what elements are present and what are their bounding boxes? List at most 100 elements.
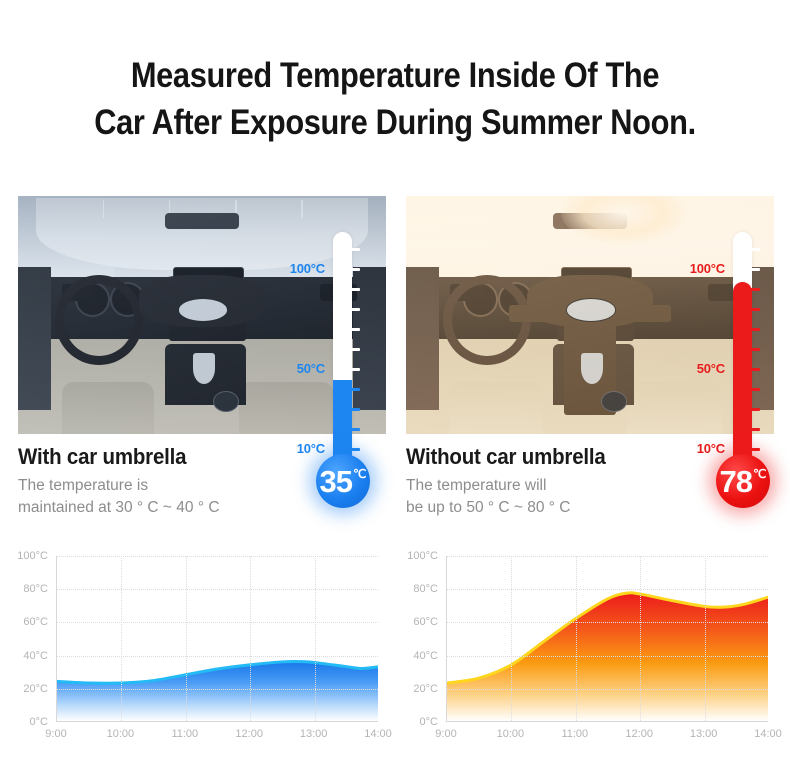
thermometer-tick bbox=[746, 268, 760, 271]
caption-body-line-1: The temperature will bbox=[406, 477, 547, 494]
rearview-mirror bbox=[165, 212, 239, 230]
page-title: Measured Temperature Inside Of The Car A… bbox=[0, 52, 790, 146]
chart-gridline-vertical bbox=[704, 556, 706, 721]
thermometer-tick-label: 50°C bbox=[696, 361, 725, 376]
chart-gridline-vertical bbox=[575, 556, 577, 721]
thermometer-tick bbox=[346, 288, 360, 291]
chart-gridline-horizontal bbox=[447, 655, 768, 657]
seat-left bbox=[450, 381, 543, 434]
chart-gridline-horizontal bbox=[57, 589, 378, 591]
sunshade-fold bbox=[102, 199, 105, 219]
idrive-knob bbox=[601, 391, 627, 413]
caption-body-line-2: maintained at 30 ° C ~ 40 ° C bbox=[18, 499, 220, 516]
thermometer-tick bbox=[346, 248, 360, 251]
thermometer-without-umbrella: 100°C 50°C 10°C 78 ℃ bbox=[690, 232, 785, 527]
thermometer-tick bbox=[746, 328, 760, 331]
chart-gridline-horizontal bbox=[57, 688, 378, 690]
thermometer-value: 78 bbox=[719, 463, 753, 499]
page-title-line-2: Car After Exposure During Summer Noon. bbox=[94, 103, 696, 142]
chart-y-tick-label: 40°C bbox=[23, 649, 48, 662]
sunshade-fold bbox=[168, 199, 171, 219]
chart-gridline-horizontal bbox=[57, 556, 378, 557]
chart-gridline-horizontal bbox=[57, 622, 378, 624]
seat-right bbox=[626, 381, 723, 434]
thermometer-tick-label: 100°C bbox=[689, 261, 725, 276]
thermometer-fill bbox=[333, 380, 352, 460]
caption-body: The temperature is maintained at 30 ° C … bbox=[18, 475, 268, 519]
thermometer-tick bbox=[746, 428, 760, 431]
caption-without-umbrella: Without car umbrella The temperature wil… bbox=[406, 444, 774, 519]
caption-heading: With car umbrella bbox=[18, 444, 187, 469]
thermometer-fill bbox=[733, 282, 752, 460]
chart-y-tick-label: 100°C bbox=[17, 550, 48, 562]
chart-area-series bbox=[57, 660, 378, 721]
chart-gridline-vertical bbox=[185, 556, 187, 721]
chart-y-tick-label: 20°C bbox=[413, 682, 438, 695]
chart-gridline-horizontal bbox=[447, 622, 768, 624]
chart-y-axis: 100°C 80°C 60°C 40°C 20°C 0°C bbox=[8, 550, 52, 728]
door-panel-left bbox=[18, 267, 52, 411]
chart-y-tick-label: 80°C bbox=[23, 583, 48, 596]
chart-gridline-vertical bbox=[640, 556, 642, 721]
chart-y-tick-label: 40°C bbox=[413, 649, 438, 662]
thermometer-tick bbox=[746, 408, 760, 411]
thermometer-tick bbox=[346, 328, 360, 331]
chart-y-tick-label: 0°C bbox=[29, 716, 48, 728]
caption-body: The temperature will be up to 50 ° C ~ 8… bbox=[406, 475, 656, 519]
idrive-knob bbox=[213, 391, 239, 413]
steering-wheel bbox=[54, 274, 144, 365]
chart-x-axis: 9:00 10:00 11:00 12:00 13:00 14:00 bbox=[45, 728, 391, 748]
chart-x-tick-label: 10:00 bbox=[106, 728, 135, 740]
sunshade-fold bbox=[235, 199, 237, 219]
thermometer-tick bbox=[346, 388, 360, 391]
sunshade-fold bbox=[301, 199, 303, 219]
thermometer-tick-label: 10°C bbox=[696, 441, 725, 456]
chart-area-series bbox=[447, 591, 768, 721]
thermometer-tick bbox=[746, 288, 760, 291]
chart-plot-area bbox=[56, 556, 378, 722]
seat-left bbox=[62, 381, 155, 434]
thermometer-tick-label: 10°C bbox=[296, 441, 325, 456]
chart-x-tick-label: 12:00 bbox=[625, 728, 653, 740]
caption-body-line-2: be up to 50 ° C ~ 80 ° C bbox=[406, 499, 571, 516]
chart-plot-area bbox=[446, 556, 768, 722]
chart-gridline-horizontal bbox=[447, 556, 768, 557]
thermometer-tick bbox=[346, 268, 360, 271]
thermometer-tick-label: 50°C bbox=[296, 361, 325, 376]
chart-y-tick-label: 20°C bbox=[23, 682, 48, 695]
chart-x-tick-label: 9:00 bbox=[435, 728, 457, 740]
caption-with-umbrella: With car umbrella The temperature is mai… bbox=[18, 444, 386, 519]
chart-y-axis: 100°C 80°C 60°C 40°C 20°C 0°C bbox=[398, 550, 442, 728]
thermometer-value: 35 bbox=[319, 463, 353, 499]
chart-series-line bbox=[447, 591, 768, 685]
thermometer-tick bbox=[346, 348, 360, 351]
chart-gridline-horizontal bbox=[57, 655, 378, 657]
chart-without-umbrella: 100°C 80°C 60°C 40°C 20°C 0°C 9:00 10:00 11:00 1… bbox=[398, 550, 781, 756]
bmw-badge-icon bbox=[566, 298, 616, 322]
chart-gridline-vertical bbox=[511, 556, 513, 721]
thermometer-tick bbox=[346, 448, 360, 451]
thermometer-tick bbox=[346, 308, 360, 311]
seat-right bbox=[238, 381, 335, 434]
chart-gridline-vertical bbox=[314, 556, 316, 721]
sunshade-overlay bbox=[36, 198, 368, 270]
thermometer-tick bbox=[346, 368, 360, 371]
thermometer-tube bbox=[333, 232, 352, 460]
chart-x-tick-label: 14:00 bbox=[364, 728, 392, 740]
chart-y-tick-label: 80°C bbox=[413, 583, 438, 596]
chart-x-tick-label: 11:00 bbox=[171, 728, 199, 740]
thermometer-tick bbox=[746, 368, 760, 371]
chart-y-tick-label: 100°C bbox=[407, 550, 438, 562]
thermometer-tick bbox=[746, 388, 760, 391]
sun-glare-icon bbox=[560, 196, 686, 244]
chart-gridline-horizontal bbox=[447, 688, 768, 690]
thermometer-tick bbox=[346, 408, 360, 411]
chart-x-axis: 9:00 10:00 11:00 12:00 13:00 14:00 bbox=[435, 728, 781, 748]
thermometer-tick bbox=[746, 448, 760, 451]
thermometer-tick-label: 100°C bbox=[289, 261, 325, 276]
thermometer-unit: ℃ bbox=[353, 467, 367, 481]
bmw-badge-icon bbox=[178, 298, 228, 322]
thermometer-tick bbox=[746, 348, 760, 351]
thermometer-tick bbox=[746, 248, 760, 251]
thermometer-unit: ℃ bbox=[753, 467, 767, 481]
